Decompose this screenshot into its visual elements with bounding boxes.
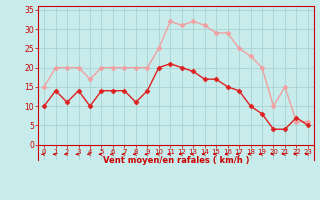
X-axis label: Vent moyen/en rafales ( km/h ): Vent moyen/en rafales ( km/h ) — [103, 156, 249, 165]
